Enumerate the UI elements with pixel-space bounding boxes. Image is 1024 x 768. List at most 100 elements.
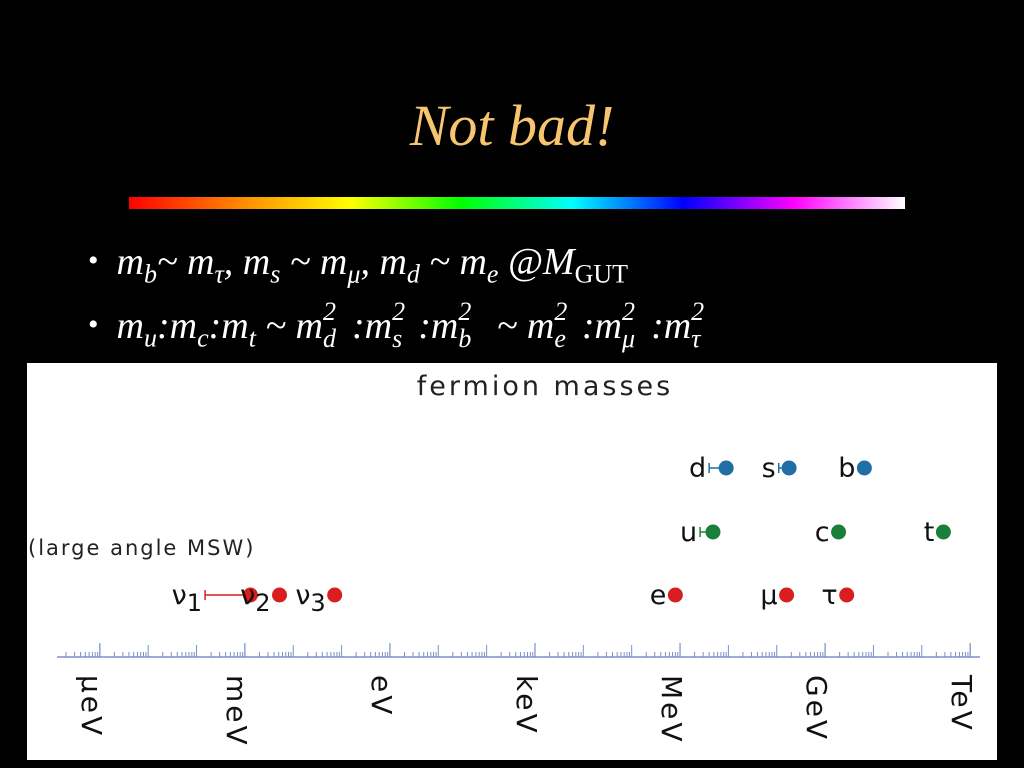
- mass-dot: [831, 524, 847, 540]
- particle-name: e: [650, 580, 667, 611]
- rainbow-rule: [129, 197, 905, 209]
- subscript: μ: [347, 259, 361, 289]
- math-text: :m: [581, 305, 622, 347]
- script: d: [407, 240, 420, 287]
- subscript: e: [486, 259, 499, 289]
- math-text: m: [116, 241, 144, 283]
- subscript: s: [270, 259, 281, 289]
- particle-name: ν: [295, 580, 310, 611]
- script: t: [249, 304, 256, 351]
- x-tick-label: keV: [510, 675, 543, 736]
- particle-name: ν: [172, 580, 187, 611]
- subscript: b: [143, 259, 157, 289]
- subscript: μ: [622, 323, 636, 353]
- math-text: :m: [208, 305, 249, 347]
- x-tick-label: GeV: [800, 675, 833, 742]
- math-text: ~ m: [280, 241, 348, 283]
- mass-dot: [272, 587, 288, 603]
- particle-label: b: [838, 453, 855, 484]
- chart-title: fermion masses: [417, 371, 673, 402]
- particle-name: t: [924, 517, 935, 548]
- particle-name: μ: [760, 580, 777, 611]
- script: e: [487, 240, 499, 287]
- particle-label: ν3: [295, 580, 325, 617]
- mass-dot: [935, 524, 951, 540]
- particle-label: ν2: [240, 580, 270, 617]
- mass-dot: [705, 524, 721, 540]
- subscript: GUT: [574, 259, 629, 289]
- particle-label: d: [689, 453, 706, 484]
- math-text: ~ m: [419, 241, 487, 283]
- particle-label: u: [680, 517, 697, 548]
- math-text: :m: [418, 305, 459, 347]
- script: GUT: [575, 240, 628, 287]
- mass-dot: [327, 587, 343, 603]
- particle-name: d: [689, 453, 706, 484]
- particle-label: e: [650, 580, 667, 611]
- math-text: :m: [651, 305, 692, 347]
- script: b: [144, 240, 157, 287]
- particle-name: b: [838, 453, 855, 484]
- subscript: t: [248, 323, 256, 353]
- script: c: [197, 304, 209, 351]
- particle-label: ν1: [172, 580, 202, 617]
- particle-label: μ: [760, 580, 777, 611]
- particle-name: u: [680, 517, 697, 548]
- mass-dot: [839, 587, 855, 603]
- math-text: , m: [223, 241, 271, 283]
- bullet-dot: •: [88, 244, 99, 277]
- math-text: @M: [498, 241, 575, 283]
- math-text: , m: [360, 241, 407, 283]
- mass-dot: [667, 587, 683, 603]
- subscript: c: [197, 323, 209, 353]
- bullet: • mb~ mτ, ms ~ mμ, md ~ me @MGUT: [88, 240, 628, 287]
- particle-label: s: [762, 453, 776, 484]
- x-tick-label: meV: [220, 675, 253, 748]
- script: μ: [347, 240, 360, 287]
- subscript: τ: [214, 259, 224, 289]
- x-tick-label: TeV: [945, 674, 978, 733]
- chart-panel: [27, 363, 997, 760]
- subscript: b: [458, 323, 472, 353]
- script: u: [144, 304, 157, 351]
- particle-name: τ: [821, 580, 837, 611]
- subscript: s: [392, 323, 403, 353]
- slide-title: Not bad!: [409, 93, 615, 158]
- mass-dot: [718, 460, 734, 476]
- math-text: ~ m: [156, 241, 215, 283]
- particle-index: 2: [255, 589, 270, 617]
- bullet-dot: •: [88, 308, 99, 341]
- subscript: e: [554, 323, 566, 353]
- mass-dot: [242, 587, 258, 603]
- subscript: u: [143, 323, 157, 353]
- particle-name: ν: [240, 580, 255, 611]
- particle-index: 3: [310, 589, 325, 617]
- subscript: d: [322, 323, 336, 353]
- particle-label: t: [924, 517, 935, 548]
- particle-name: c: [815, 517, 830, 548]
- math-text: m: [116, 305, 144, 347]
- x-tick-label: μeV: [75, 675, 108, 738]
- mass-dot: [856, 460, 872, 476]
- particle-label: c: [815, 517, 830, 548]
- script: τ: [214, 240, 223, 287]
- math-text: ~ m: [487, 305, 555, 347]
- bullet: • mu:mc:mt ~ m 2 d:m 2 s:m 2 b ~ m 2 e:m 2 μ:m 2 τ: [88, 297, 716, 353]
- subscript: τ: [691, 323, 701, 353]
- annotation: (large angle MSW): [28, 536, 255, 560]
- subscript: d: [406, 259, 420, 289]
- math-text: :m: [351, 305, 393, 347]
- x-tick-label: eV: [365, 675, 398, 717]
- particle-name: s: [762, 453, 776, 484]
- mass-dot: [781, 460, 797, 476]
- math-text: ~ m: [255, 305, 323, 347]
- mass-dot: [779, 587, 795, 603]
